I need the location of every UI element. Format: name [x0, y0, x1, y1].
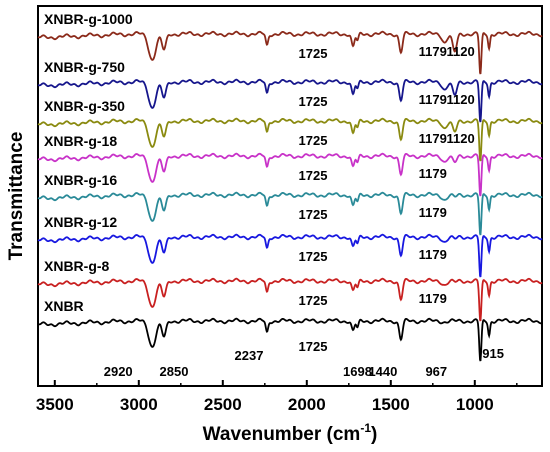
peak-label-1120-xnbr-g-350: 1120: [446, 131, 474, 146]
series-line-xnbr: [37, 317, 543, 362]
series-label-xnbr-g-16: XNBR-g-16: [44, 172, 117, 188]
peak-label-2237-xnbr: 2237: [235, 348, 264, 363]
series-label-xnbr: XNBR: [44, 298, 84, 314]
x-tick-label-3500: 3500: [36, 395, 74, 414]
peak-label-1120-xnbr-g-750: 1120: [446, 92, 474, 107]
series-line-xnbr-g-8: [37, 277, 543, 322]
peak-label-1725-xnbr-g-16: 1725: [299, 207, 328, 222]
x-axis-title-close: ): [371, 424, 377, 445]
x-axis-title-main: Wavenumber (cm: [203, 424, 361, 445]
series-line-xnbr-g-1000: [37, 30, 543, 75]
peak-label-1179-xnbr-g-750: 1179: [419, 92, 447, 107]
peak-label-967-xnbr: 967: [425, 364, 447, 379]
peak-label-915-xnbr: 915: [482, 346, 504, 361]
x-tick-label-3000: 3000: [120, 395, 158, 414]
x-tick-label-1000: 1000: [456, 395, 494, 414]
series-line-xnbr-g-750: [37, 78, 543, 123]
peak-label-1440-xnbr: 1440: [368, 364, 397, 379]
series-label-xnbr-g-1000: XNBR-g-1000: [44, 11, 133, 27]
peak-label-1725-xnbr-g-350: 1725: [299, 133, 328, 148]
series-label-xnbr-g-18: XNBR-g-18: [44, 133, 117, 149]
peak-label-2850-xnbr: 2850: [160, 364, 189, 379]
series-label-xnbr-g-350: XNBR-g-350: [44, 98, 125, 114]
peak-label-1179-xnbr-g-350: 1179: [419, 131, 447, 146]
peak-label-1725-xnbr-g-1000: 1725: [299, 46, 328, 61]
peak-label-1179-xnbr-g-1000: 1179: [419, 44, 447, 59]
series-label-xnbr-g-12: XNBR-g-12: [44, 214, 117, 230]
peak-label-1179-xnbr-g-8: 1179: [419, 291, 447, 306]
series-line-xnbr-g-12: [37, 233, 543, 278]
peak-label-1725-xnbr: 1725: [299, 339, 328, 354]
peak-label-1179-xnbr-g-18: 1179: [419, 166, 447, 181]
peak-label-1725-xnbr-g-8: 1725: [299, 293, 328, 308]
series-layer: [37, 30, 543, 362]
series-label-layer: XNBR-g-1000 XNBR-g-750 XNBR-g-350 XNBR-g-18…: [44, 11, 133, 314]
series-line-xnbr-g-18: [37, 152, 543, 197]
peak-label-1179-xnbr-g-16: 1179: [419, 205, 447, 220]
y-axis-title: Transmittance: [6, 132, 27, 261]
peak-label-1725-xnbr-g-12: 1725: [299, 249, 328, 264]
x-tick-label-2000: 2000: [288, 395, 326, 414]
peak-label-1725-xnbr-g-750: 1725: [299, 94, 328, 109]
x-tick-label-2500: 2500: [204, 395, 242, 414]
x-axis-title-sup: -1: [360, 421, 371, 435]
series-label-xnbr-g-750: XNBR-g-750: [44, 59, 125, 75]
peak-label-1120-xnbr-g-1000: 1120: [446, 44, 474, 59]
x-tick-layer: 3500 3000 2500 2000 1500 1000: [36, 380, 518, 414]
peak-label-1725-xnbr-g-18: 1725: [299, 168, 328, 183]
x-axis-title: Wavenumber (cm-1): [203, 421, 378, 445]
series-line-xnbr-g-350: [37, 117, 543, 162]
peak-label-2920-xnbr: 2920: [104, 364, 133, 379]
peak-label-1698-xnbr: 1698: [343, 364, 372, 379]
series-line-xnbr-g-16: [37, 191, 543, 236]
plot-frame: [37, 5, 543, 387]
peak-label-1179-xnbr-g-12: 1179: [419, 247, 447, 262]
series-label-xnbr-g-8: XNBR-g-8: [44, 258, 110, 274]
x-tick-label-1500: 1500: [372, 395, 410, 414]
